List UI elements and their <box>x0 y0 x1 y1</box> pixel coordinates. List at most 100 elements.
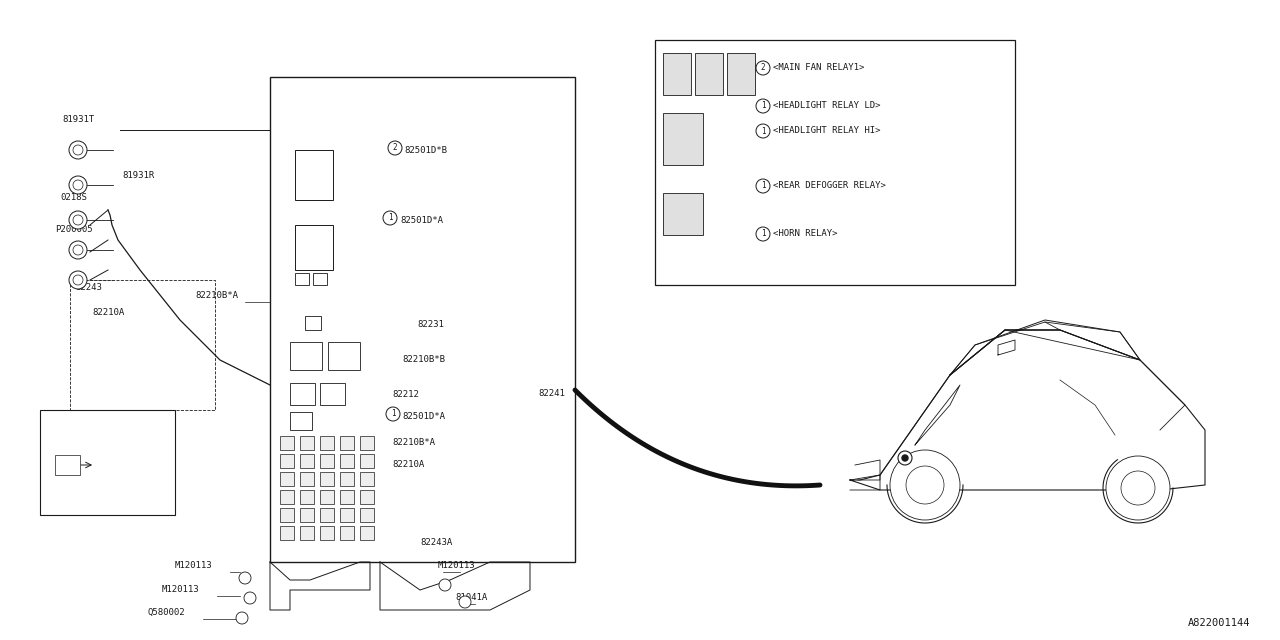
Bar <box>340 454 355 468</box>
Text: 81931T: 81931T <box>61 115 95 124</box>
Bar <box>360 508 374 522</box>
Circle shape <box>244 592 256 604</box>
Circle shape <box>1106 456 1170 520</box>
Circle shape <box>906 466 945 504</box>
Circle shape <box>69 241 87 259</box>
Text: 0218S: 0218S <box>60 193 87 202</box>
Circle shape <box>236 612 248 624</box>
Text: M120113: M120113 <box>438 561 476 570</box>
Circle shape <box>73 245 83 255</box>
Circle shape <box>383 211 397 225</box>
Text: 1: 1 <box>760 127 765 136</box>
Bar <box>328 342 360 370</box>
Polygon shape <box>850 330 1204 490</box>
Bar <box>320 472 334 486</box>
Bar <box>300 508 314 522</box>
Text: 82210B*A: 82210B*A <box>392 438 435 447</box>
Circle shape <box>899 451 911 465</box>
Bar <box>280 490 294 504</box>
Bar <box>300 436 314 450</box>
Text: 82243A: 82243A <box>420 538 452 547</box>
Circle shape <box>73 180 83 190</box>
Text: <REAR DEFOGGER RELAY>: <REAR DEFOGGER RELAY> <box>773 181 886 190</box>
Text: <HEADLIGHT RELAY HI>: <HEADLIGHT RELAY HI> <box>773 126 881 135</box>
Circle shape <box>239 572 251 584</box>
Circle shape <box>756 124 771 138</box>
Bar <box>340 526 355 540</box>
Bar <box>340 472 355 486</box>
Text: Q580002: Q580002 <box>148 608 186 617</box>
Text: <HEADLIGHT RELAY LD>: <HEADLIGHT RELAY LD> <box>773 101 881 110</box>
Bar <box>340 508 355 522</box>
Text: 82210B*A: 82210B*A <box>195 291 238 300</box>
Bar <box>294 273 308 285</box>
Bar <box>294 225 333 270</box>
Bar <box>360 526 374 540</box>
Bar <box>320 508 334 522</box>
Text: 2: 2 <box>393 143 397 152</box>
Text: 2: 2 <box>760 63 765 72</box>
Bar <box>305 316 321 330</box>
Bar <box>320 526 334 540</box>
Circle shape <box>387 407 399 421</box>
Text: 82231: 82231 <box>417 320 444 329</box>
Bar <box>300 526 314 540</box>
Bar <box>340 436 355 450</box>
Circle shape <box>756 99 771 113</box>
Bar <box>663 53 691 95</box>
Bar <box>40 410 175 515</box>
Bar <box>280 472 294 486</box>
Bar <box>300 454 314 468</box>
Circle shape <box>890 450 960 520</box>
Circle shape <box>460 596 471 608</box>
Bar <box>320 383 346 405</box>
Bar <box>663 113 703 165</box>
Bar <box>340 490 355 504</box>
Bar <box>291 342 323 370</box>
Text: 81931R: 81931R <box>122 171 155 180</box>
Circle shape <box>73 215 83 225</box>
Text: 1: 1 <box>760 102 765 111</box>
Circle shape <box>439 579 451 591</box>
Text: 82501D*A: 82501D*A <box>399 216 443 225</box>
Text: 82210A: 82210A <box>392 460 424 469</box>
Circle shape <box>69 271 87 289</box>
Circle shape <box>756 179 771 193</box>
Bar <box>360 490 374 504</box>
Text: 82210B*B: 82210B*B <box>402 355 445 364</box>
Bar <box>294 150 333 200</box>
Bar <box>280 436 294 450</box>
Bar <box>300 472 314 486</box>
Bar <box>280 526 294 540</box>
Text: M120113: M120113 <box>163 585 200 594</box>
Polygon shape <box>55 455 79 475</box>
Bar <box>300 490 314 504</box>
Circle shape <box>902 455 908 461</box>
Bar <box>695 53 723 95</box>
Text: 82501D*B: 82501D*B <box>404 146 447 155</box>
Text: 82210A: 82210A <box>92 308 124 317</box>
Circle shape <box>73 275 83 285</box>
Circle shape <box>756 61 771 75</box>
Bar <box>280 454 294 468</box>
Text: 81041A: 81041A <box>454 593 488 602</box>
Bar <box>70 280 215 410</box>
Text: 82501D*A: 82501D*A <box>402 412 445 421</box>
Circle shape <box>69 211 87 229</box>
Text: A822001144: A822001144 <box>1188 618 1251 628</box>
Bar <box>270 77 575 562</box>
Circle shape <box>73 145 83 155</box>
Bar <box>360 454 374 468</box>
Text: 1: 1 <box>760 182 765 191</box>
Circle shape <box>388 141 402 155</box>
Bar <box>291 383 315 405</box>
Text: 82243: 82243 <box>76 283 102 292</box>
Bar <box>320 454 334 468</box>
Text: 82241: 82241 <box>538 389 564 398</box>
Text: 1: 1 <box>760 230 765 239</box>
Bar <box>291 412 312 430</box>
Text: M120113: M120113 <box>175 561 212 570</box>
Bar <box>360 472 374 486</box>
Text: <HORN RELAY>: <HORN RELAY> <box>773 229 837 238</box>
Bar <box>314 273 326 285</box>
